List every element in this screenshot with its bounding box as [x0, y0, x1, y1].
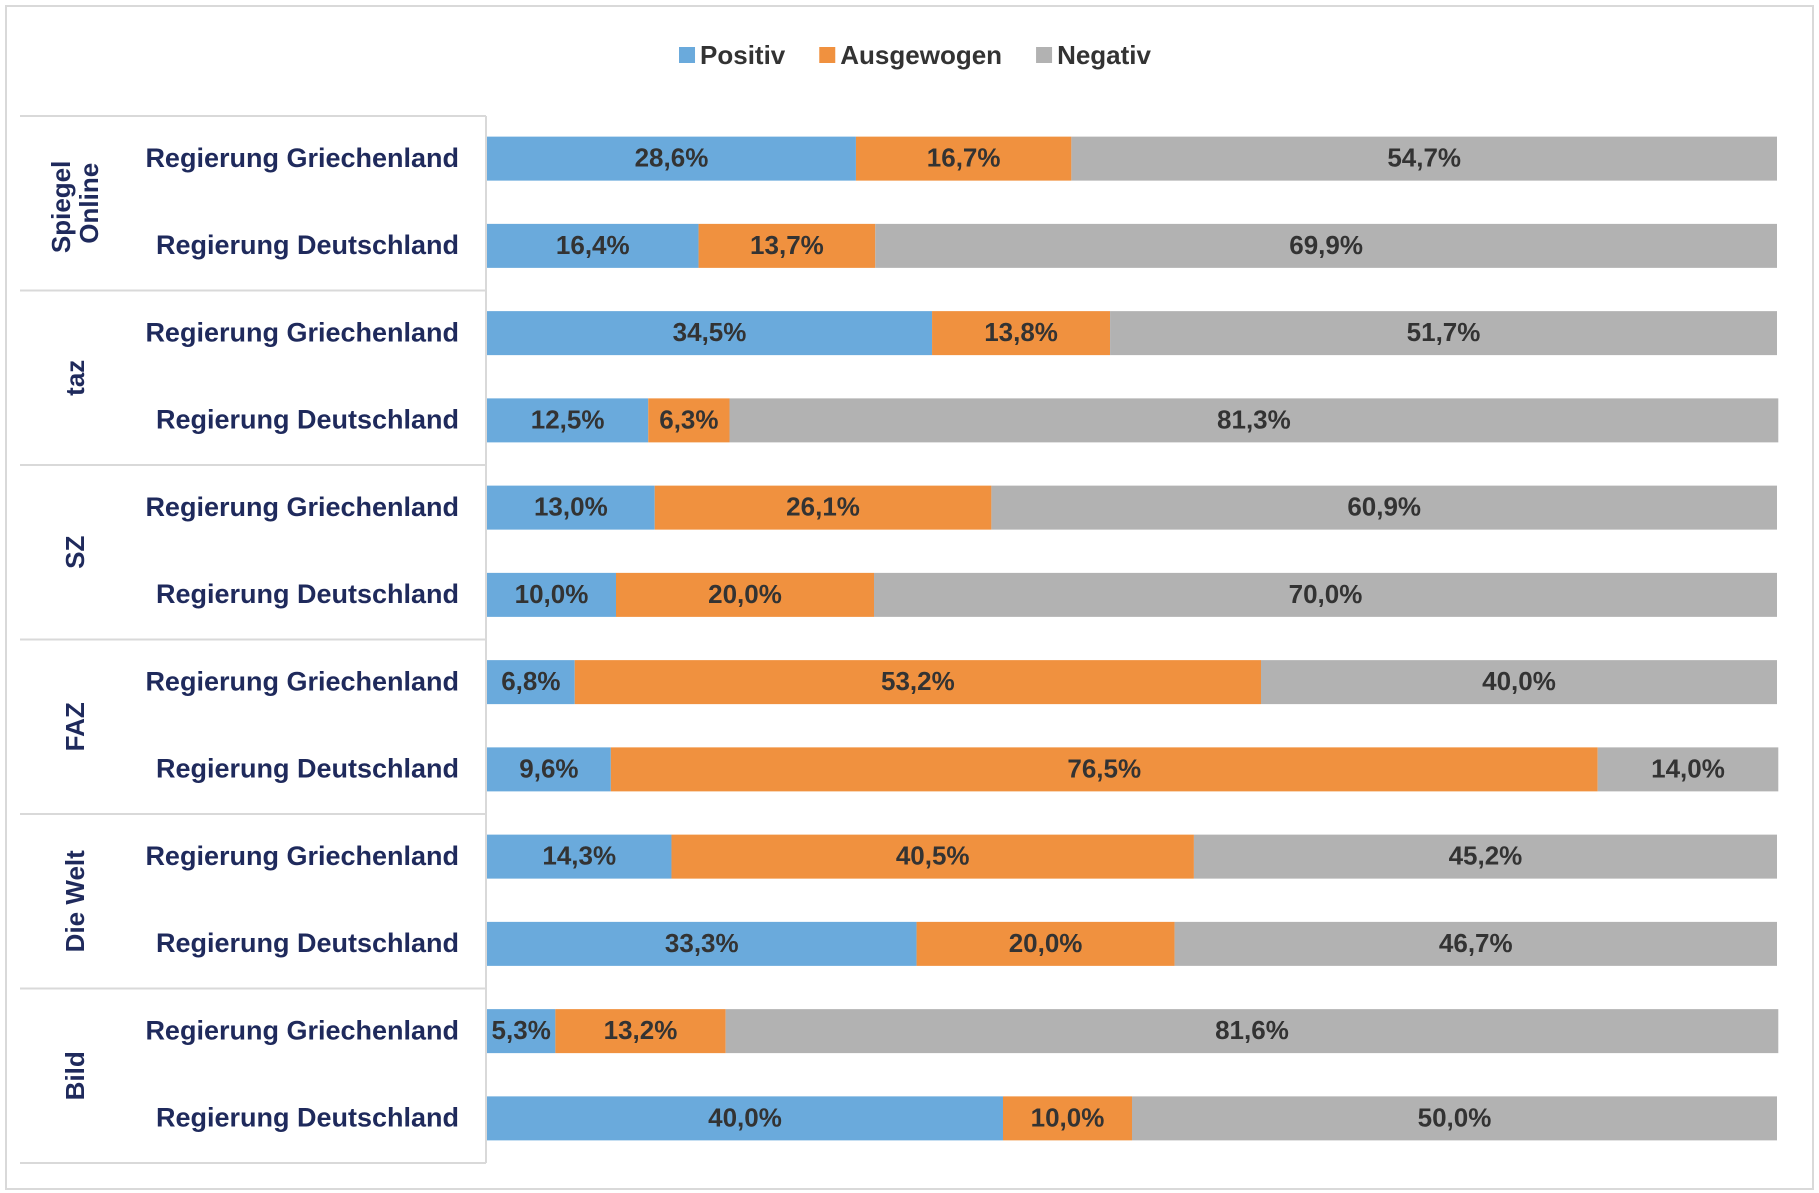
bar-segment: [487, 834, 672, 879]
bar-segment: [487, 572, 616, 617]
data-label: 51,7%: [1407, 317, 1481, 347]
legend-swatch: [679, 47, 696, 63]
data-label: 40,5%: [896, 841, 970, 871]
data-label: 13,2%: [604, 1015, 678, 1045]
data-label: 13,8%: [984, 317, 1058, 347]
group-label: FAZ: [60, 702, 90, 751]
data-label: 81,6%: [1215, 1015, 1289, 1045]
data-label: 6,8%: [501, 666, 560, 696]
bar-segment: [487, 223, 699, 268]
data-label: 60,9%: [1347, 492, 1421, 522]
category-label: Regierung Griechenland: [145, 317, 459, 347]
bar-segment: [555, 1009, 726, 1054]
bar-segment: [1003, 1096, 1132, 1141]
category-label: Regierung Griechenland: [145, 143, 459, 173]
data-label: 16,7%: [927, 143, 1001, 173]
bar-segment: [487, 136, 856, 181]
data-label: 10,0%: [1031, 1102, 1105, 1132]
category-label: Regierung Griechenland: [145, 666, 459, 696]
category-label: Regierung Griechenland: [145, 492, 459, 522]
data-label: 10,0%: [515, 579, 589, 609]
bar-segment: [855, 136, 1072, 181]
group-label: Bild: [60, 1051, 90, 1100]
bar-segment: [487, 1096, 1003, 1141]
data-label: 26,1%: [786, 492, 860, 522]
legend-label: Negativ: [1057, 40, 1151, 70]
category-label: Regierung Griechenland: [145, 841, 459, 871]
bar-segment: [1174, 921, 1777, 966]
bar-segment: [991, 485, 1777, 530]
bar-segment: [610, 747, 1598, 792]
group-label: Spiegel Online: [46, 153, 104, 253]
data-label: 20,0%: [1009, 928, 1083, 958]
data-label: 40,0%: [1482, 666, 1556, 696]
data-label: 20,0%: [708, 579, 782, 609]
data-label: 14,3%: [542, 841, 616, 871]
data-label: 50,0%: [1418, 1102, 1492, 1132]
data-label: 76,5%: [1067, 753, 1141, 783]
bar-segment: [487, 311, 933, 356]
category-label: Regierung Deutschland: [156, 405, 459, 435]
data-label: 13,0%: [534, 492, 608, 522]
category-label: Regierung Deutschland: [156, 928, 459, 958]
bar-segment: [671, 834, 1194, 879]
legend-label: Ausgewogen: [840, 40, 1002, 70]
bar-segment: [916, 921, 1175, 966]
data-label: 40,0%: [708, 1102, 782, 1132]
bar-segment: [574, 660, 1261, 705]
data-label: 69,9%: [1289, 230, 1363, 260]
data-label: 16,4%: [556, 230, 630, 260]
bar-segment: [487, 485, 655, 530]
bar-segment: [1261, 660, 1777, 705]
data-label: 81,3%: [1217, 404, 1291, 434]
group-label: SZ: [60, 536, 90, 569]
category-label: Regierung Deutschland: [156, 754, 459, 784]
data-label: 14,0%: [1651, 753, 1725, 783]
legend-label: Positiv: [700, 40, 786, 70]
bar-segment: [648, 398, 730, 443]
legend-swatch: [1036, 47, 1053, 63]
bar-segment: [1071, 136, 1777, 181]
data-label: 28,6%: [635, 143, 709, 173]
data-label: 9,6%: [519, 753, 578, 783]
data-label: 45,2%: [1449, 841, 1523, 871]
bar-segment: [616, 572, 874, 617]
bar-segment: [1597, 747, 1779, 792]
bar-segment: [1193, 834, 1777, 879]
data-label: 53,2%: [881, 666, 955, 696]
data-label: 34,5%: [673, 317, 747, 347]
data-label: 13,7%: [750, 230, 824, 260]
bar-segment: [875, 223, 1777, 268]
data-label: 46,7%: [1439, 928, 1513, 958]
bar-segment: [654, 485, 992, 530]
bar-segment: [725, 1009, 1779, 1054]
category-label: Regierung Griechenland: [145, 1015, 459, 1045]
legend: Positiv Ausgewogen Negativ: [679, 40, 1152, 70]
data-label: 70,0%: [1289, 579, 1363, 609]
bar-segment: [487, 398, 649, 443]
group-label: taz: [60, 360, 90, 396]
bar-segment: [932, 311, 1111, 356]
category-label: Regierung Deutschland: [156, 579, 459, 609]
category-label: Regierung Deutschland: [156, 230, 459, 260]
bar-segment: [1110, 311, 1777, 356]
bar-segment: [487, 1009, 556, 1054]
bar-segment: [487, 660, 575, 705]
data-label: 12,5%: [531, 404, 605, 434]
bar-segment: [874, 572, 1777, 617]
bar-segment: [487, 747, 611, 792]
group-label: Die Welt: [60, 850, 90, 952]
bar-segment: [698, 223, 876, 268]
bar-segment: [729, 398, 1779, 443]
data-label: 5,3%: [492, 1015, 551, 1045]
legend-swatch: [819, 47, 836, 63]
bar-segment: [487, 921, 917, 966]
bar-segment: [1132, 1096, 1777, 1141]
data-label: 54,7%: [1387, 143, 1461, 173]
data-label: 6,3%: [659, 404, 718, 434]
data-label: 33,3%: [665, 928, 739, 958]
category-label: Regierung Deutschland: [156, 1103, 459, 1133]
